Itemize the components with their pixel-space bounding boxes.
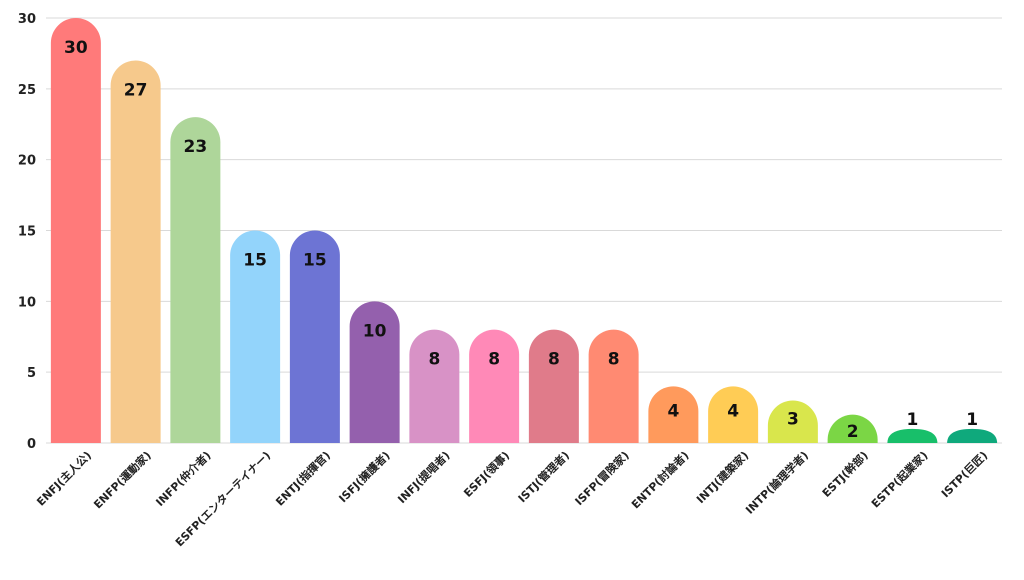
data-label: 1 [966,410,978,430]
x-tick-label: INFJ(提唱者) [395,448,453,506]
data-label: 27 [124,81,148,101]
y-axis: 0 5 10 15 20 25 30 [18,12,36,452]
data-label: 4 [727,401,739,421]
bar [349,301,400,443]
y-tick-label: 10 [18,295,36,310]
x-axis: ENFJ(主人公)ENFP(運動家) INFP(仲介者)ESFP(エンターテイナー… [34,448,991,549]
bar [289,230,340,443]
x-tick-label: INFP(仲介者) [153,448,214,509]
data-label: 2 [847,422,859,442]
x-tick-label: ESTP(起業家) [868,448,930,510]
x-tick-label: ENFJ(主人公) [34,448,94,508]
bar [827,414,878,443]
x-tick-label: ISFP(冒険家) [572,448,632,508]
bar [50,17,101,443]
data-label: 1 [906,410,918,430]
x-tick-label: ENTP(討論者) [628,448,691,511]
data-label: 23 [184,137,208,157]
data-label: 3 [787,410,799,430]
x-tick-label: ENTJ(指揮官) [273,448,333,508]
data-label: 15 [303,251,327,271]
data-label: 8 [428,350,440,370]
x-tick-label: ENFP(運動家) [91,448,154,511]
bar [230,230,281,443]
bar [947,428,998,443]
y-tick-label: 15 [18,225,36,240]
x-tick-label: INTJ(建築家) [693,448,751,506]
x-tick-label: INTP(論理学者) [742,448,811,517]
data-label: 15 [243,251,267,271]
x-tick-label: ESFJ(領事) [461,448,513,500]
x-tick-label: ESTJ(幹部) [819,448,871,500]
data-label: 8 [608,350,620,370]
bar [469,329,520,443]
x-tick-label: ISTJ(管理者) [515,448,572,505]
bars [50,17,998,444]
bar [648,386,699,443]
bar [887,428,938,443]
bar [110,60,161,443]
bar [588,329,639,443]
data-labels: 30 27 23 15 15 10 8 8 8 8 4 4 3 2 1 1 [64,38,978,442]
y-tick-label: 20 [18,154,36,169]
y-tick-label: 5 [27,366,36,381]
data-label: 4 [667,401,679,421]
bar [767,400,818,443]
y-tick-label: 30 [18,12,36,27]
bar [528,329,579,443]
y-tick-label: 0 [27,437,36,452]
data-label: 8 [488,350,500,370]
x-tick-label: ISTP(巨匠) [938,448,990,500]
data-label: 8 [548,350,560,370]
data-label: 30 [64,38,88,58]
x-tick-label: ISFJ(擁護者) [336,448,393,505]
y-tick-label: 25 [18,83,36,98]
bar [409,329,460,443]
bar [708,386,759,443]
data-label: 10 [363,321,387,341]
bar [170,117,221,444]
